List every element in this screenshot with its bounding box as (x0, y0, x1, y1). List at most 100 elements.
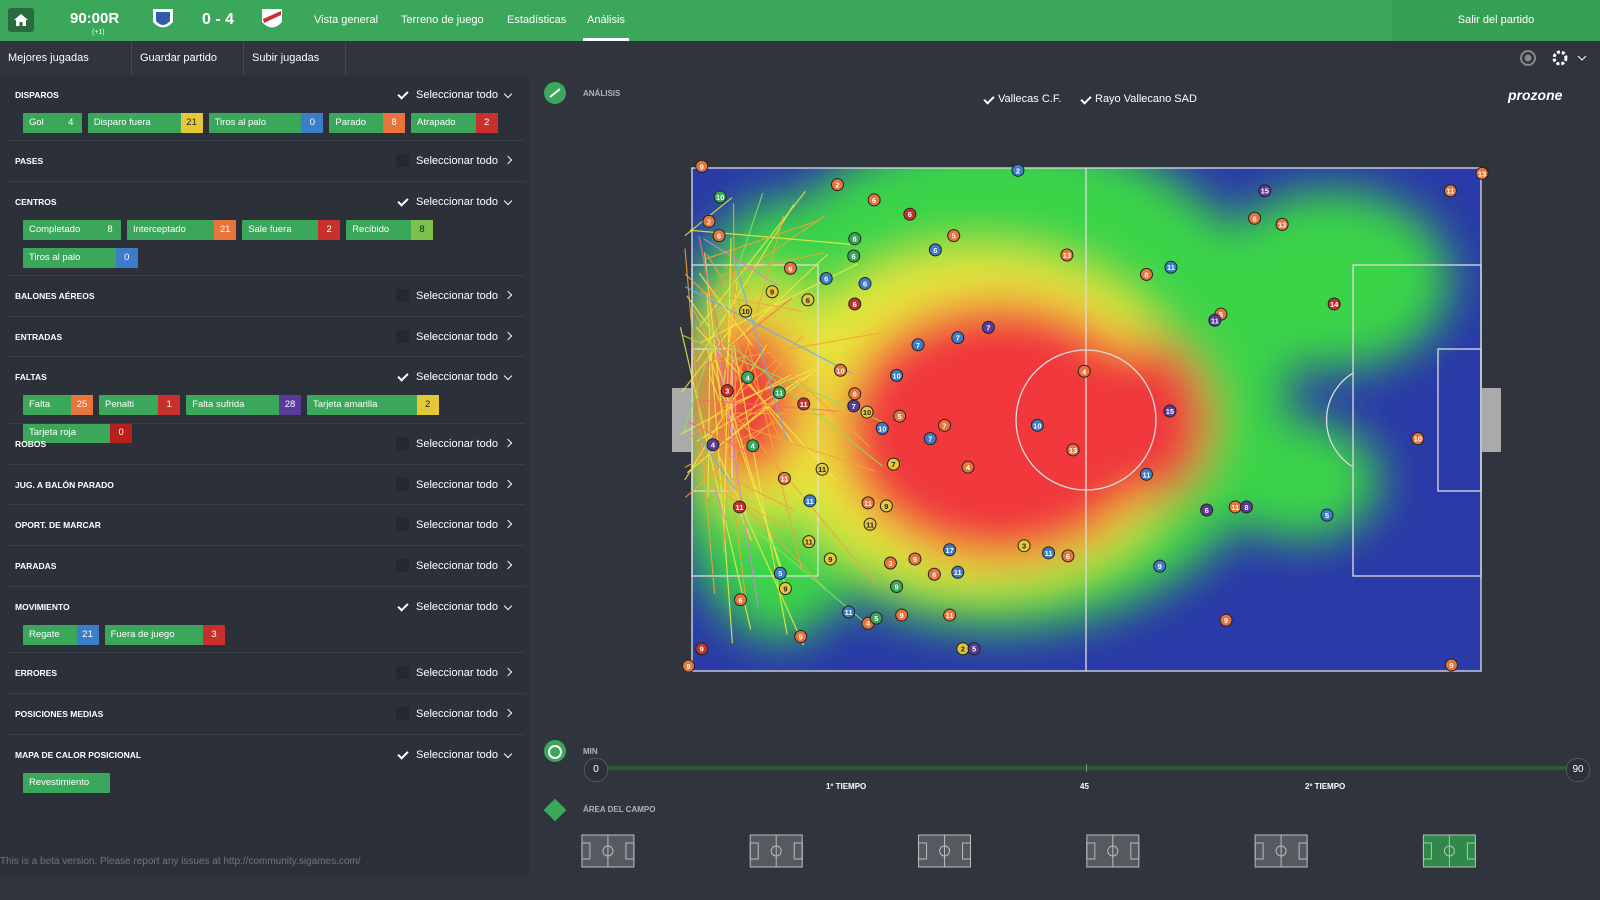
checkbox[interactable] (396, 707, 409, 720)
nav-tab[interactable]: Terreno de juego (401, 14, 484, 26)
event-marker (773, 566, 787, 580)
select-all[interactable]: Seleccionar todo (416, 437, 498, 450)
timeline-end[interactable]: 90 (1566, 758, 1590, 782)
event-marker (893, 409, 907, 423)
timeline-start[interactable]: 0 (584, 758, 608, 782)
filter-chip[interactable]: Tarjeta amarilla 2 (307, 395, 439, 416)
checkbox[interactable] (396, 518, 409, 532)
filter-chip[interactable]: Tarjeta roja 0 (23, 423, 133, 444)
filter-chip[interactable]: Tiros al palo 0 (208, 112, 324, 133)
select-all[interactable]: Seleccionar todo (416, 330, 498, 343)
select-all[interactable]: Seleccionar todo (416, 560, 498, 573)
team-checkbox[interactable] (982, 93, 995, 105)
area-thumbnail[interactable] (749, 834, 803, 868)
toolbar-button[interactable]: Subir jugadas (244, 42, 346, 74)
chip-label: Completado (29, 223, 81, 235)
chevron[interactable] (503, 89, 513, 99)
select-all[interactable]: Seleccionar todo (416, 88, 498, 101)
filter-chip[interactable]: Sale fuera 2 (242, 219, 341, 240)
filter-chip[interactable]: Interceptado 21 (127, 219, 237, 240)
chevron[interactable] (503, 601, 513, 611)
nav-tab[interactable]: Vista general (314, 14, 379, 26)
event-marker (1077, 364, 1091, 378)
filter-chip[interactable]: Completado 8 (23, 219, 121, 240)
chevron[interactable] (503, 331, 513, 340)
marker-number: 6 (853, 235, 857, 244)
checkbox[interactable] (396, 559, 409, 573)
marker-number: 7 (852, 402, 856, 411)
filter-chip[interactable]: Recibido 8 (346, 219, 433, 240)
chevron[interactable] (503, 479, 513, 488)
select-all[interactable]: Seleccionar todo (416, 708, 498, 720)
area-thumbnail[interactable] (1422, 834, 1476, 868)
chip-value: 21 (76, 624, 99, 645)
filter-chip[interactable]: Falta sufrida 28 (186, 395, 301, 416)
checkbox[interactable] (396, 436, 409, 450)
filter-chip[interactable]: Revestimiento (23, 772, 110, 793)
nav-tab[interactable]: Estadísticas (507, 14, 567, 26)
select-all[interactable]: Seleccionar todo (416, 748, 498, 761)
area-thumbnail[interactable] (918, 834, 972, 868)
event-marker (772, 386, 786, 400)
select-all[interactable]: Seleccionar todo (416, 155, 498, 168)
marker-number: 10 (892, 371, 900, 380)
checkbox[interactable] (396, 666, 409, 680)
chevron[interactable] (503, 372, 513, 381)
area-thumbnail[interactable] (1086, 834, 1140, 868)
chevron[interactable] (503, 749, 513, 759)
filter-chip[interactable]: Fuera de juego 3 (104, 624, 225, 645)
chevron[interactable] (503, 520, 513, 529)
checkbox[interactable] (396, 195, 409, 208)
select-all[interactable]: Seleccionar todo (416, 289, 498, 302)
pass-arrow (706, 254, 727, 286)
checkbox[interactable] (396, 154, 409, 168)
chevron[interactable] (503, 667, 513, 677)
chevron[interactable] (503, 290, 513, 300)
home-button[interactable] (8, 8, 34, 32)
team-checkbox[interactable] (1079, 93, 1092, 105)
checkbox[interactable] (396, 600, 409, 613)
exit-button[interactable]: Salir del partido (1392, 0, 1600, 41)
select-all[interactable]: Seleccionar todo (416, 667, 498, 680)
chevron[interactable] (503, 155, 513, 165)
checkbox[interactable] (396, 477, 409, 491)
filter-chip[interactable]: Atrapado 2 (411, 112, 498, 133)
chevron[interactable] (503, 438, 513, 447)
pass-arrow (696, 204, 795, 363)
toolbar-button[interactable]: Guardar partido (132, 42, 244, 74)
filter-chip[interactable]: Falta 25 (23, 395, 93, 416)
select-all[interactable]: Seleccionar todo (416, 478, 498, 491)
checkbox[interactable] (396, 370, 409, 383)
chevron[interactable] (503, 708, 513, 718)
area-thumbnail[interactable] (581, 834, 635, 868)
area-thumbnail[interactable] (1254, 834, 1308, 868)
filter-chip[interactable]: Gol 4 (23, 112, 82, 133)
event-marker (847, 249, 861, 263)
section-header: POSICIONES MEDIAS Seleccionar todo (8, 699, 525, 729)
checkbox[interactable] (396, 288, 409, 302)
nav-tab[interactable]: Análisis (583, 0, 629, 41)
event-marker (778, 582, 792, 596)
chip-label: Gol (29, 116, 44, 128)
marker-number: 6 (1066, 552, 1070, 561)
area-thumbnails[interactable] (0, 830, 1600, 880)
filter-chip[interactable]: Parado 8 (329, 112, 405, 133)
settings-icons[interactable] (1518, 48, 1588, 68)
checkbox[interactable] (396, 329, 409, 343)
select-all[interactable]: Seleccionar todo (416, 371, 498, 384)
chevron[interactable] (503, 196, 513, 206)
filter-chip[interactable]: Tiros al palo 0 (23, 247, 138, 268)
select-all[interactable]: Seleccionar todo (416, 519, 498, 532)
chip-value: 28 (278, 395, 301, 416)
section-header: MAPA DE CALOR POSICIONAL Seleccionar todo (8, 740, 525, 770)
select-all[interactable]: Seleccionar todo (416, 600, 498, 613)
filter-chip[interactable]: Penalti 1 (99, 395, 181, 416)
checkbox[interactable] (396, 748, 409, 761)
filter-chip[interactable]: Regate 21 (23, 624, 99, 645)
checkbox[interactable] (396, 88, 409, 101)
filter-chip[interactable]: Disparo fuera 21 (87, 112, 203, 133)
timeline-track[interactable] (594, 766, 1569, 770)
select-all[interactable]: Seleccionar todo (416, 195, 498, 208)
chevron[interactable] (503, 560, 513, 570)
toolbar-button[interactable]: Mejores jugadas (0, 42, 132, 74)
